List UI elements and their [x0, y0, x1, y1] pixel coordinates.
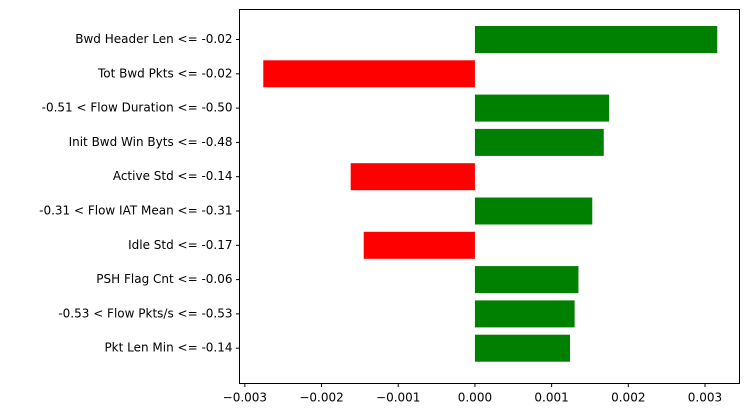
x-tick-label: −0.003: [223, 391, 267, 405]
bars-group: [263, 26, 718, 362]
bar: [474, 26, 718, 53]
y-tick-label: Active Std <= -0.14: [113, 169, 233, 183]
y-tick-label: -0.51 < Flow Duration <= -0.50: [42, 101, 233, 115]
y-tick-label: Bwd Header Len <= -0.02: [75, 32, 232, 46]
bar: [263, 60, 475, 88]
bar: [474, 197, 593, 225]
y-tick-label: Idle Std <= -0.17: [128, 238, 232, 252]
bar: [363, 231, 475, 259]
y-tick-label: Tot Bwd Pkts <= -0.02: [97, 66, 233, 80]
bar: [350, 163, 475, 191]
plot-frame: [239, 9, 740, 384]
y-axis-ticks: Bwd Header Len <= -0.02 Tot Bwd Pkts <= -…: [39, 32, 240, 355]
bar: [474, 334, 571, 362]
y-tick-label: PSH Flag Cnt <= -0.06: [96, 272, 232, 286]
bar: [474, 94, 610, 122]
bar: [474, 266, 579, 294]
y-tick-label: -0.31 < Flow IAT Mean <= -0.31: [39, 204, 232, 218]
x-tick-label: 0.002: [611, 391, 645, 405]
x-tick-label: 0.001: [534, 391, 568, 405]
y-tick-label: Pkt Len Min <= -0.14: [104, 341, 232, 355]
bar: [474, 300, 575, 328]
x-tick-label: −0.001: [376, 391, 420, 405]
bar: [474, 128, 604, 156]
x-tick-label: 0.003: [688, 391, 722, 405]
x-tick-label: −0.002: [299, 391, 343, 405]
x-axis-ticks: −0.003 −0.002 −0.001 0.000 0.001 0.002 0.003: [223, 383, 722, 405]
y-tick-label: Init Bwd Win Byts <= -0.48: [69, 135, 233, 149]
y-tick-label: -0.53 < Flow Pkts/s <= -0.53: [58, 306, 232, 320]
x-tick-label: 0.000: [458, 391, 492, 405]
